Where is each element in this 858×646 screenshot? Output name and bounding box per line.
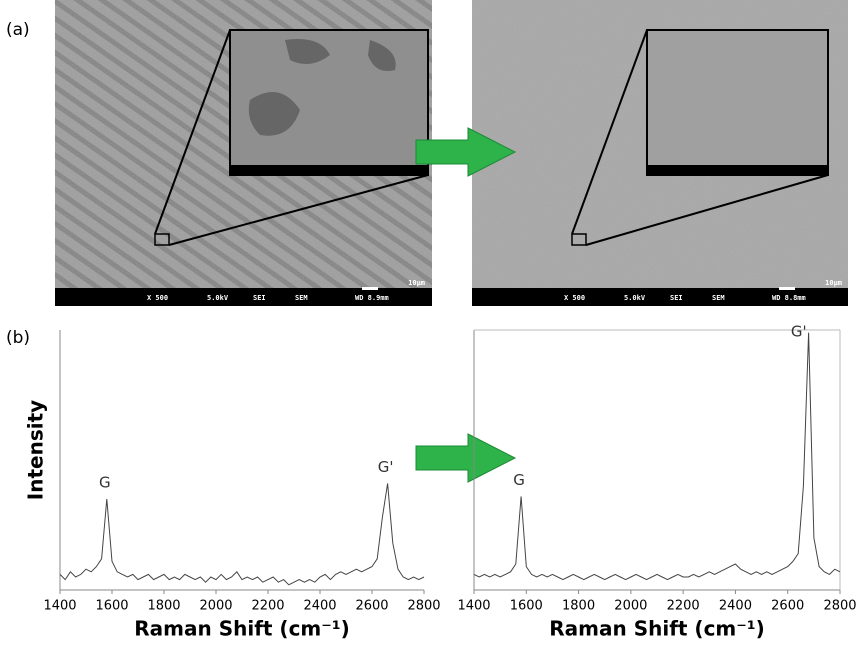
sem-info: 5.0kV — [624, 294, 646, 302]
y-axis-title: Intensity — [24, 400, 48, 500]
x-tick-label: 2000 — [199, 599, 232, 614]
x-tick-label: 2600 — [771, 599, 804, 614]
spectrum-line — [473, 332, 841, 581]
x-tick-label: 1400 — [457, 599, 490, 614]
sem-info: X 500 — [564, 294, 585, 302]
x-tick-label: 2200 — [251, 599, 284, 614]
sem-info: SEI — [670, 294, 683, 302]
x-axis-title: Raman Shift (cm⁻¹) — [134, 617, 349, 641]
arrow — [415, 433, 517, 483]
x-tick-label: 2400 — [303, 599, 336, 614]
panel-label: (a) — [6, 20, 30, 40]
x-tick-label: 1800 — [562, 599, 595, 614]
x-tick-label: 2600 — [355, 599, 388, 614]
x-tick-label: 1800 — [147, 599, 180, 614]
x-axis-title: Raman Shift (cm⁻¹) — [549, 617, 764, 641]
x-tick-label: 2800 — [823, 599, 856, 614]
peak-label: G' — [378, 458, 394, 476]
sem-info: SEM — [712, 294, 725, 302]
panel-label: (b) — [6, 328, 30, 348]
arrow — [415, 127, 517, 177]
scale-label: 10µm — [825, 279, 842, 287]
sem-info: SEI — [253, 294, 266, 302]
x-tick-label: 2800 — [407, 599, 440, 614]
peak-label: G' — [791, 323, 807, 341]
sem-image — [55, 0, 432, 306]
sem-info: X 500 — [147, 294, 168, 302]
x-tick-label: 2200 — [667, 599, 700, 614]
sem-info: WD 8.8mm — [772, 294, 806, 302]
x-tick-label: 1600 — [510, 599, 543, 614]
sem-image — [472, 0, 848, 306]
peak-label: G — [513, 471, 525, 489]
sem-info: 5.0kV — [207, 294, 229, 302]
sem-info: WD 8.9mm — [355, 294, 389, 302]
x-tick-label: 1600 — [95, 599, 128, 614]
spectrum-line — [59, 483, 425, 586]
x-tick-label: 2000 — [614, 599, 647, 614]
x-tick-label: 2400 — [719, 599, 752, 614]
sem-info: SEM — [295, 294, 308, 302]
peak-label: G — [99, 474, 111, 492]
x-tick-label: 1400 — [43, 599, 76, 614]
scale-label: 10µm — [408, 279, 425, 287]
